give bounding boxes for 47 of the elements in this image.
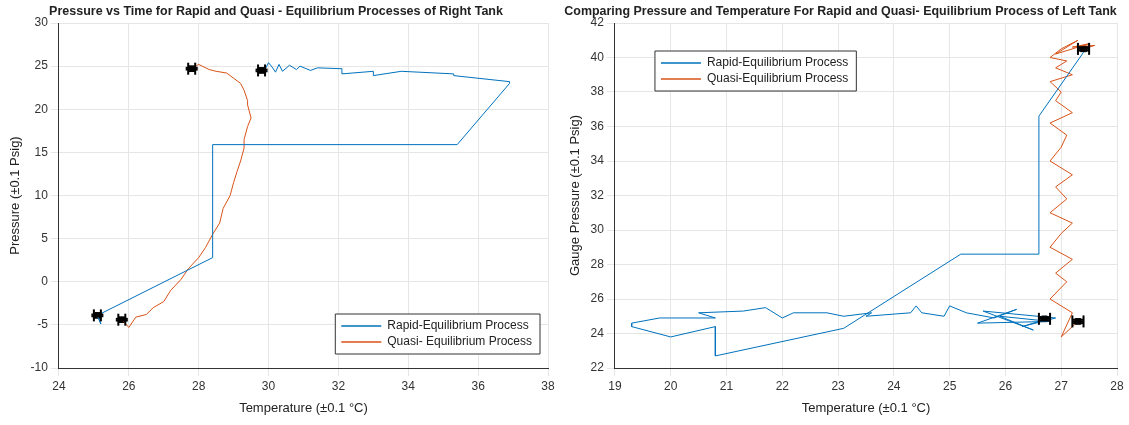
y-tick-label: 10: [34, 187, 49, 202]
x-tick-label: 20: [664, 378, 678, 393]
y-tick-label: -5: [37, 317, 49, 332]
y-axis-title: Pressure (±0.1 Psig): [7, 136, 23, 255]
x-tick-label: 36: [471, 378, 486, 393]
y-tick-label: 34: [590, 153, 605, 168]
x-tick-label: 26: [122, 378, 136, 393]
x-tick-label: 25: [942, 378, 957, 393]
y-tick-label: 36: [590, 118, 605, 133]
legend-label: Quasi-Equilibrium Process: [706, 71, 849, 86]
x-axis-title: Temperature (±0.1 °C): [239, 399, 368, 415]
x-tick-label: 23: [831, 378, 846, 393]
chart-title: Pressure vs Time for Rapid and Quasi - Equilibrium Processes of Right Tank: [49, 3, 503, 18]
y-tick-label: 25: [34, 58, 49, 73]
y-tick-label: 5: [41, 230, 49, 245]
y-axis-title: Gauge Pressure (±0.1 Psig): [567, 114, 583, 277]
x-tick-label: 28: [191, 378, 206, 393]
y-tick-label: 15: [34, 144, 49, 159]
x-tick-label: 19: [608, 378, 622, 393]
x-tick-label: 24: [52, 378, 66, 393]
y-tick-label: 0: [41, 274, 49, 289]
y-tick-label: 40: [590, 49, 605, 64]
y-tick-label: 30: [34, 15, 49, 30]
y-tick-label: 30: [590, 222, 605, 237]
x-tick-label: 30: [261, 378, 276, 393]
y-tick-label: 22: [590, 360, 605, 375]
legend-label: Rapid-Equilibrium Process: [706, 55, 849, 70]
y-tick-label: 26: [590, 291, 605, 306]
x-tick-label: 38: [541, 378, 555, 393]
y-tick-label: 24: [590, 325, 605, 340]
x-tick-label: 22: [775, 378, 790, 393]
y-tick-label: 28: [590, 256, 605, 271]
x-axis-title: Temperature (±0.1 °C): [801, 399, 931, 415]
chart-title: Comparing Pressure and Temperature For Rapid and Quasi- Equilibrium Process of Left Tank: [564, 3, 1117, 18]
x-tick-label: 34: [401, 378, 416, 393]
x-tick-label: 32: [331, 378, 346, 393]
legend-label: Quasi- Equilibrium Process: [387, 334, 532, 349]
x-tick-label: 28: [1110, 378, 1124, 393]
y-tick-label: -10: [30, 360, 49, 375]
x-tick-label: 27: [1054, 378, 1069, 393]
x-tick-label: 21: [719, 378, 734, 393]
legend-label: Rapid-Equilibrium Process: [387, 318, 529, 333]
x-tick-label: 26: [998, 378, 1013, 393]
x-tick-label: 24: [887, 378, 901, 393]
y-tick-label: 38: [590, 84, 605, 99]
y-tick-label: 20: [34, 101, 49, 116]
y-tick-label: 32: [590, 187, 605, 202]
